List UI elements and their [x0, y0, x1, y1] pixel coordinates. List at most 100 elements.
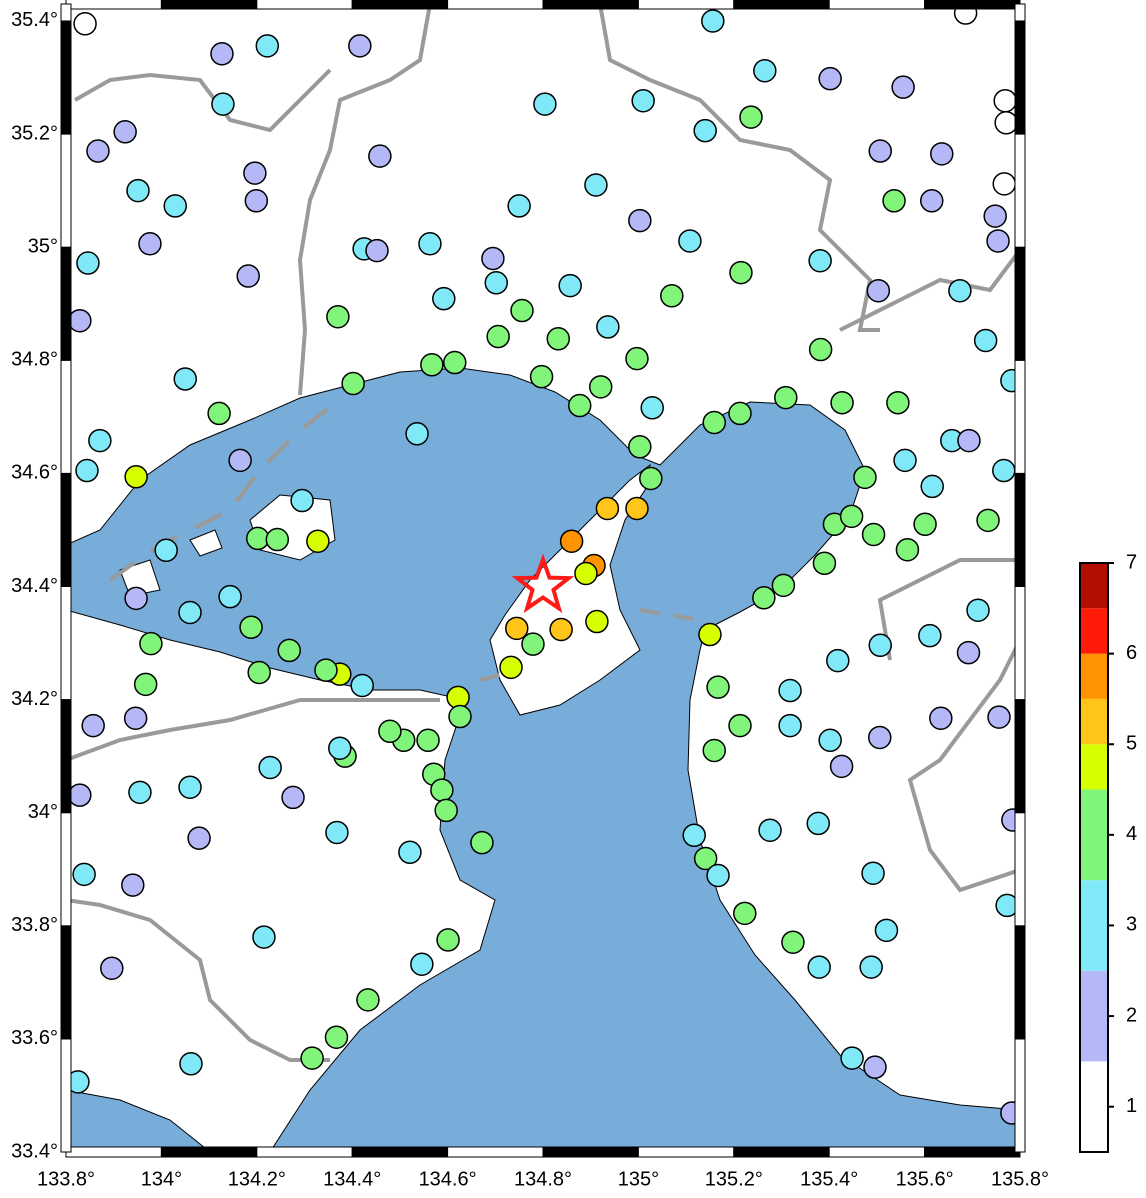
station — [100, 956, 124, 980]
station — [706, 675, 730, 699]
station — [246, 526, 270, 551]
station — [678, 229, 702, 253]
station — [826, 648, 850, 673]
station — [774, 385, 798, 410]
station — [405, 422, 429, 446]
station — [558, 273, 582, 298]
station — [698, 622, 722, 647]
station — [929, 706, 953, 730]
frame-segment — [160, 0, 258, 10]
border — [598, 4, 880, 332]
frame-segment — [60, 246, 72, 361]
station — [956, 640, 981, 665]
frame-segment — [1014, 20, 1026, 135]
colorbar-band — [1080, 563, 1108, 609]
frame-segment — [1014, 472, 1026, 587]
station — [948, 278, 972, 303]
station — [549, 617, 573, 642]
station — [625, 496, 649, 521]
colorbar-band — [1080, 653, 1108, 699]
station — [729, 260, 753, 285]
station — [128, 780, 152, 805]
frame-segment — [637, 0, 735, 10]
station — [584, 173, 608, 197]
station — [154, 538, 178, 563]
station — [863, 1055, 887, 1079]
frame-segment — [256, 1146, 353, 1158]
stations — [66, 4, 1020, 1125]
station — [693, 118, 717, 143]
frame-segment — [828, 0, 926, 10]
frame-segment — [60, 359, 72, 474]
station — [139, 631, 163, 656]
station — [281, 785, 305, 810]
station — [994, 111, 1018, 135]
x-tick-label: 134.2° — [228, 1168, 286, 1190]
station — [567, 393, 592, 418]
station — [252, 925, 276, 949]
station — [702, 738, 726, 763]
station — [893, 448, 917, 473]
frame-segment — [160, 1146, 258, 1158]
station — [76, 251, 100, 275]
frame-segment — [542, 1146, 639, 1158]
border — [839, 248, 1020, 332]
frame-segment — [924, 1146, 1021, 1158]
frame-segment — [1014, 3, 1026, 22]
station — [416, 728, 440, 753]
station — [430, 778, 454, 802]
station — [210, 42, 234, 66]
station — [123, 706, 148, 730]
colorbar-tick-label: 5 — [1126, 733, 1137, 755]
station — [866, 278, 891, 303]
station — [211, 92, 235, 116]
station — [957, 428, 981, 453]
station — [918, 623, 942, 648]
station — [443, 350, 467, 375]
borders — [66, 4, 1020, 1062]
colorbar-band — [1080, 970, 1108, 1062]
station — [546, 327, 571, 351]
x-tick-label: 135.8° — [991, 1168, 1049, 1190]
station — [356, 988, 380, 1012]
frame-segment — [60, 3, 72, 22]
colorbar-band — [1080, 880, 1108, 971]
station — [505, 616, 529, 641]
station — [72, 862, 96, 887]
station — [529, 364, 554, 389]
station — [868, 725, 892, 750]
station — [596, 315, 620, 339]
station — [314, 658, 338, 682]
station — [728, 401, 752, 426]
station — [300, 1046, 324, 1070]
station — [81, 713, 105, 738]
station — [86, 139, 110, 163]
border — [877, 558, 1020, 661]
station — [236, 264, 260, 288]
station — [752, 586, 776, 610]
station — [853, 465, 877, 490]
station — [930, 142, 954, 166]
station — [348, 34, 372, 58]
station — [973, 328, 998, 353]
station — [121, 873, 145, 897]
frame-segment — [1014, 925, 1026, 1040]
frame-segment — [60, 133, 72, 248]
frame-segment — [1014, 585, 1026, 701]
station — [808, 248, 832, 273]
station — [830, 390, 854, 415]
colorbar-band — [1080, 608, 1108, 654]
station — [126, 178, 150, 203]
station — [328, 736, 352, 760]
station — [470, 830, 494, 855]
station — [728, 713, 752, 738]
station — [840, 1046, 864, 1070]
station — [559, 529, 584, 553]
frame-segment — [447, 1146, 544, 1158]
y-tick-label: 34.4° — [11, 575, 58, 597]
frame-segment — [1014, 133, 1026, 248]
station — [829, 754, 854, 779]
station — [818, 728, 842, 753]
station — [808, 337, 833, 362]
station — [350, 673, 374, 698]
